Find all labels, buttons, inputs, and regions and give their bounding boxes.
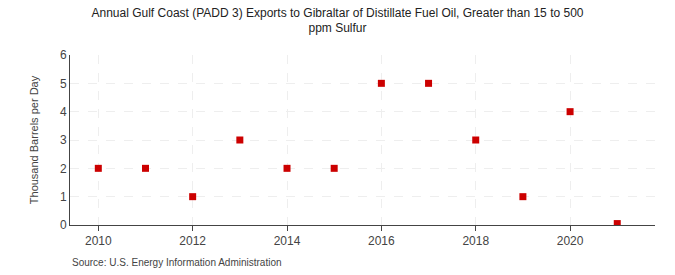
svg-text:2016: 2016 — [368, 234, 395, 248]
svg-text:0: 0 — [60, 218, 67, 232]
svg-text:2: 2 — [60, 162, 67, 176]
svg-text:Source: U.S. Energy Informatio: Source: U.S. Energy Information Administ… — [72, 257, 282, 268]
svg-text:2010: 2010 — [85, 234, 112, 248]
svg-text:2014: 2014 — [274, 234, 301, 248]
svg-text:6: 6 — [60, 48, 67, 62]
svg-text:2020: 2020 — [557, 234, 584, 248]
svg-text:1: 1 — [60, 190, 67, 204]
svg-text:4: 4 — [60, 105, 67, 119]
svg-text:2012: 2012 — [179, 234, 206, 248]
svg-text:5: 5 — [60, 77, 67, 91]
svg-text:2018: 2018 — [462, 234, 489, 248]
svg-text:Annual Gulf Coast (PADD 3) Exp: Annual Gulf Coast (PADD 3) Exports to Gi… — [92, 6, 584, 36]
svg-text:Thousand Barrels per Day: Thousand Barrels per Day — [28, 75, 40, 204]
svg-text:3: 3 — [60, 133, 67, 147]
